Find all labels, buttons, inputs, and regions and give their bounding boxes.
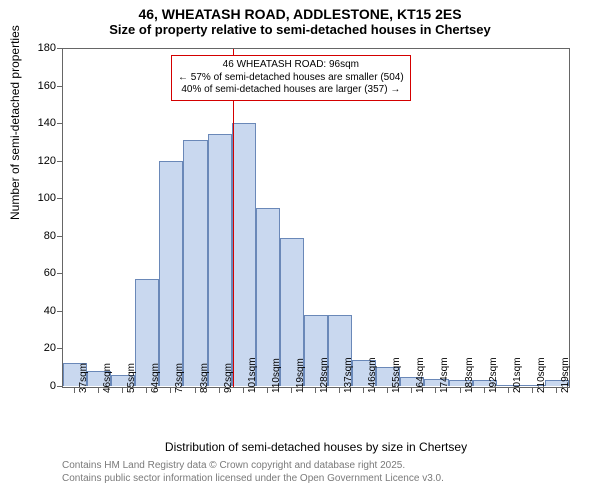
y-tick-label: 80	[0, 230, 56, 242]
annotation-line2: ← 57% of semi-detached houses are smalle…	[178, 72, 404, 85]
x-tick-mark	[460, 388, 461, 393]
x-tick-mark	[146, 388, 147, 393]
y-tick-mark	[57, 273, 62, 274]
annotation-box: 46 WHEATASH ROAD: 96sqm ← 57% of semi-de…	[171, 55, 411, 101]
x-tick-mark	[243, 388, 244, 393]
x-tick-label: 128sqm	[319, 357, 330, 393]
x-tick-mark	[315, 388, 316, 393]
y-tick-label: 160	[0, 80, 56, 92]
x-tick-mark	[411, 388, 412, 393]
x-tick-label: 37sqm	[78, 363, 89, 393]
x-tick-label: 46sqm	[102, 363, 113, 393]
x-tick-label: 73sqm	[174, 363, 185, 393]
y-tick-label: 40	[0, 305, 56, 317]
y-tick-mark	[57, 198, 62, 199]
x-tick-label: 110sqm	[271, 358, 282, 393]
chart-subtitle: Size of property relative to semi-detach…	[0, 22, 600, 41]
x-tick-label: 64sqm	[150, 363, 161, 393]
footer-line2: Contains public sector information licen…	[62, 473, 444, 486]
x-tick-mark	[484, 388, 485, 393]
y-tick-mark	[57, 86, 62, 87]
x-tick-mark	[195, 388, 196, 393]
x-tick-label: 137sqm	[343, 357, 354, 393]
annotation-line1: 46 WHEATASH ROAD: 96sqm	[178, 59, 404, 72]
x-tick-label: 174sqm	[439, 357, 450, 393]
x-tick-mark	[556, 388, 557, 393]
y-tick-mark	[57, 311, 62, 312]
x-tick-label: 101sqm	[247, 357, 258, 393]
x-tick-label: 219sqm	[560, 357, 571, 393]
footer-line1: Contains HM Land Registry data © Crown c…	[62, 460, 444, 473]
x-axis-label: Distribution of semi-detached houses by …	[62, 440, 570, 454]
chart-inner: 46 WHEATASH ROAD: 96sqm ← 57% of semi-de…	[62, 48, 570, 388]
x-tick-mark	[74, 388, 75, 393]
y-tick-label: 0	[0, 380, 56, 392]
x-tick-label: 192sqm	[488, 357, 499, 393]
y-tick-mark	[57, 348, 62, 349]
x-tick-label: 119sqm	[295, 358, 306, 393]
x-tick-label: 146sqm	[367, 357, 378, 393]
x-tick-mark	[508, 388, 509, 393]
x-tick-mark	[435, 388, 436, 393]
x-tick-label: 155sqm	[391, 357, 402, 393]
y-tick-label: 180	[0, 42, 56, 54]
x-tick-label: 183sqm	[464, 357, 475, 393]
y-tick-label: 100	[0, 192, 56, 204]
x-tick-mark	[170, 388, 171, 393]
chart-container: 46, WHEATASH ROAD, ADDLESTONE, KT15 2ES …	[0, 0, 600, 500]
x-tick-mark	[98, 388, 99, 393]
x-tick-mark	[339, 388, 340, 393]
x-tick-mark	[219, 388, 220, 393]
y-tick-mark	[57, 236, 62, 237]
x-tick-label: 210sqm	[536, 357, 547, 393]
y-tick-mark	[57, 123, 62, 124]
y-tick-label: 140	[0, 117, 56, 129]
x-tick-label: 83sqm	[199, 363, 210, 393]
histogram-bar	[159, 161, 183, 386]
x-tick-label: 201sqm	[512, 357, 523, 393]
histogram-bar	[183, 140, 207, 386]
histogram-bar	[232, 123, 256, 386]
x-tick-mark	[267, 388, 268, 393]
x-tick-mark	[122, 388, 123, 393]
y-tick-mark	[57, 386, 62, 387]
y-tick-mark	[57, 48, 62, 49]
y-tick-mark	[57, 161, 62, 162]
histogram-bar	[208, 134, 232, 386]
chart-title: 46, WHEATASH ROAD, ADDLESTONE, KT15 2ES	[0, 0, 600, 22]
x-tick-label: 55sqm	[126, 363, 137, 393]
x-tick-mark	[387, 388, 388, 393]
x-tick-mark	[291, 388, 292, 393]
y-tick-label: 120	[0, 155, 56, 167]
plot-area: 46 WHEATASH ROAD: 96sqm ← 57% of semi-de…	[62, 48, 570, 418]
footer-attribution: Contains HM Land Registry data © Crown c…	[62, 460, 444, 485]
x-tick-label: 164sqm	[415, 357, 426, 393]
annotation-line3: 40% of semi-detached houses are larger (…	[178, 84, 404, 97]
y-tick-label: 20	[0, 342, 56, 354]
x-tick-mark	[363, 388, 364, 393]
x-tick-mark	[532, 388, 533, 393]
y-tick-label: 60	[0, 267, 56, 279]
